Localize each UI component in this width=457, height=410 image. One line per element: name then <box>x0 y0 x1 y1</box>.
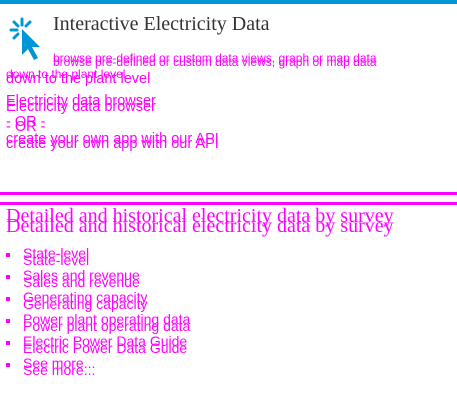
list-item[interactable]: Power plant operating data Power plant o… <box>6 312 306 334</box>
page-title: Interactive Electricity Data <box>53 13 270 35</box>
list-item[interactable]: Sales and revenue Sales and revenue <box>6 268 306 290</box>
survey-link-sales-revenue[interactable]: Sales and revenue <box>23 267 140 283</box>
or-separator: - OR - <box>6 114 46 130</box>
survey-link-sales-revenue-duplicate[interactable]: Sales and revenue <box>23 274 140 290</box>
description-text-line2-duplicate: down to the plant level <box>6 71 151 87</box>
description-text-line2: down to the plant level <box>6 67 126 81</box>
survey-section-title-duplicate: Detailed and historical electricity data… <box>6 215 394 237</box>
list-item[interactable]: Generating capacity Generating capacity <box>6 290 306 312</box>
top-accent-bar <box>0 0 457 4</box>
survey-link-power-plant-data[interactable]: Power plant operating data <box>23 311 191 327</box>
api-link[interactable]: create your own app with our API <box>6 131 219 147</box>
section-divider-bottom <box>0 202 457 205</box>
bullet-icon <box>6 253 10 257</box>
bullet-icon <box>6 275 10 279</box>
bullet-icon <box>6 363 10 367</box>
description-text: browse pre-defined or custom data views,… <box>53 51 377 65</box>
cursor-click-icon <box>9 17 40 60</box>
bullet-icon <box>6 341 10 345</box>
list-item[interactable]: Electric Power Data Guide Electric Power… <box>6 334 306 356</box>
or-separator-duplicate: - OR - <box>6 119 46 135</box>
survey-link-see-more[interactable]: See more... <box>23 355 96 371</box>
list-item[interactable]: See more... See more... <box>6 356 306 378</box>
bullet-icon <box>6 297 10 301</box>
survey-link-data-guide[interactable]: Electric Power Data Guide <box>23 333 188 349</box>
bullet-icon <box>6 319 10 323</box>
survey-link-generating-capacity-duplicate[interactable]: Generating capacity <box>23 296 148 312</box>
list-item[interactable]: State-level State-level <box>6 246 306 268</box>
survey-link-see-more-duplicate[interactable]: See more... <box>23 362 96 378</box>
survey-link-generating-capacity[interactable]: Generating capacity <box>23 289 148 305</box>
api-link-duplicate[interactable]: create your own app with our API <box>6 136 219 152</box>
electricity-data-browser-link[interactable]: Electricity data browser <box>6 93 156 109</box>
description-text-duplicate: browse pre-defined or custom data views,… <box>53 55 377 69</box>
survey-section-title: Detailed and historical electricity data… <box>6 205 394 227</box>
survey-link-power-plant-data-duplicate[interactable]: Power plant operating data <box>23 318 191 334</box>
survey-link-state-level-duplicate[interactable]: State-level <box>23 252 90 268</box>
survey-link-state-level[interactable]: State-level <box>23 245 90 261</box>
section-divider-top <box>0 192 457 195</box>
electricity-data-browser-link-duplicate[interactable]: Electricity data browser <box>6 99 156 115</box>
survey-link-data-guide-duplicate[interactable]: Electric Power Data Guide <box>23 340 188 356</box>
